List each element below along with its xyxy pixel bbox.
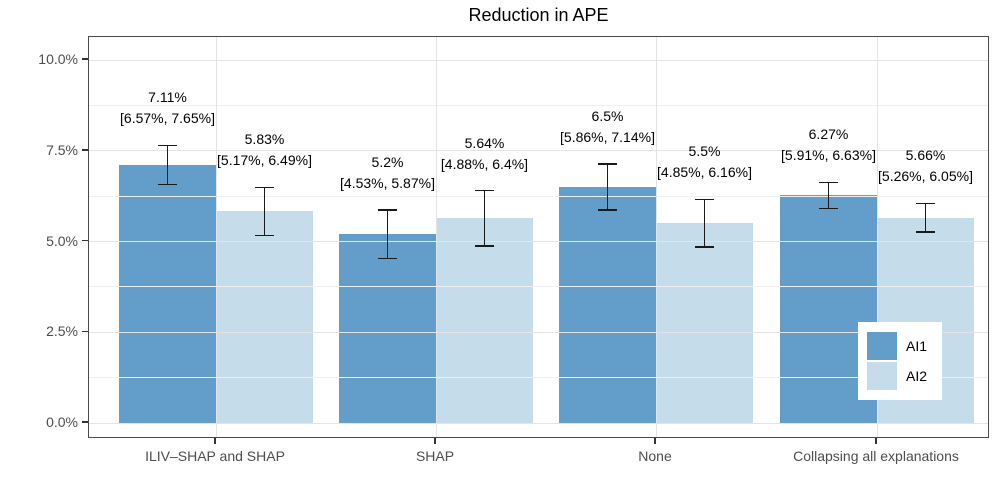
error-bar-cap: [916, 202, 935, 205]
ci-label: [4.88%, 6.4%]: [440, 155, 529, 172]
ci-label: [5.91%, 6.63%]: [781, 147, 876, 164]
bar-label-group: 5.2% [4.53%, 5.87%]: [303, 152, 473, 194]
legend-label: AI1: [906, 338, 928, 354]
error-bar-cap: [378, 257, 397, 260]
y-axis-tick-label: 2.5%: [46, 323, 78, 340]
error-bar-line: [703, 199, 706, 247]
gridline-v-major: [876, 37, 878, 437]
gridline-h-major: [89, 241, 988, 242]
legend-swatch-ai2: [867, 362, 897, 390]
error-bar-cap: [158, 183, 177, 186]
y-axis-tick-mark: [82, 239, 88, 242]
ci-label: [4.85%, 6.16%]: [657, 164, 752, 181]
annotations-layer: 7.11% [6.57%, 7.65%] 5.2% [4.53%, 5.87%] 6.5…: [89, 37, 988, 437]
bar-ai1-0: [119, 164, 216, 423]
gridline-h-minor: [89, 377, 988, 379]
error-bar-line: [166, 145, 169, 185]
ci-label: [5.26%, 6.05%]: [878, 168, 973, 185]
error-bar-cap: [255, 234, 274, 237]
error-bar-line: [386, 209, 389, 259]
x-axis-tick-label: SHAP: [415, 448, 455, 464]
value-label: 5.64%: [464, 134, 505, 151]
y-axis-tick-label: 10.0%: [38, 51, 78, 67]
bar-label-group: 6.5% [5.86%, 7.14%]: [523, 106, 693, 148]
gridline-h-minor: [89, 104, 988, 106]
ci-label: [5.86%, 7.14%]: [560, 128, 655, 145]
x-axis-tick-label: ILIV–SHAP and SHAP: [145, 448, 285, 464]
gridline-h-major: [89, 59, 988, 61]
error-bar-line: [924, 203, 927, 233]
ci-label: [4.53%, 5.87%]: [340, 174, 435, 191]
bar-ai1-2: [559, 187, 656, 423]
y-axis-tick-label: 7.5%: [46, 141, 78, 158]
ci-label: [5.17%, 6.49%]: [217, 152, 312, 169]
y-axis-tick-label: 5.0%: [46, 232, 78, 249]
x-axis-tick-mark: [875, 438, 877, 444]
bar-ai2-0: [216, 211, 313, 423]
error-bar-cap: [255, 186, 274, 189]
legend-swatch-ai1: [867, 332, 897, 360]
x-axis-tick-mark: [434, 438, 436, 444]
plot-panel: 7.11% [6.57%, 7.65%] 5.2% [4.53%, 5.87%] 6.5…: [88, 36, 989, 438]
error-bar-line: [606, 163, 609, 211]
error-bar-line: [483, 190, 486, 246]
x-axis-tick-mark: [654, 438, 656, 444]
bar-label-group: 5.83% [5.17%, 6.49%]: [180, 129, 350, 171]
bar-label-group: 7.11% [6.57%, 7.65%]: [89, 87, 253, 129]
error-bar-cap: [819, 181, 838, 184]
y-axis-tick-mark: [82, 58, 88, 60]
x-axis-tick-label: None: [638, 448, 672, 464]
error-bar-cap: [475, 245, 494, 247]
y-axis-tick-label: 0.0%: [46, 414, 78, 430]
gridline-v-major: [655, 37, 657, 437]
error-bar-cap: [598, 209, 617, 212]
bar-ai1-1: [339, 234, 436, 423]
error-bar-cap: [695, 198, 714, 201]
value-label: 5.66%: [905, 147, 946, 164]
bar-label-group: 5.64% [4.88%, 6.4%]: [400, 133, 570, 175]
gridline-h-major: [89, 331, 988, 333]
error-bar-cap: [916, 231, 935, 233]
bar-label-group: 5.66% [5.26%, 6.05%]: [841, 145, 989, 187]
legend-label: AI2: [906, 368, 928, 384]
x-axis-tick-mark: [214, 438, 216, 444]
chart-title: Reduction in APE: [468, 5, 609, 25]
value-label: 6.27%: [808, 126, 849, 143]
error-bar-cap: [475, 189, 494, 192]
gridline-v-major: [435, 37, 437, 437]
gridlines-layer: [89, 37, 988, 437]
bar-ai2-2: [656, 223, 753, 423]
error-bar-cap: [598, 163, 617, 165]
legend: AI1 AI2: [858, 322, 942, 400]
bar-ai2-1: [436, 218, 533, 423]
gridline-h-major: [89, 422, 988, 424]
bar-label-group: 5.5% [4.85%, 6.16%]: [620, 141, 790, 183]
error-bar-cap: [695, 246, 714, 248]
y-axis-tick-mark: [82, 149, 88, 151]
error-bar-line: [263, 187, 266, 236]
gridline-h-minor: [89, 286, 988, 288]
error-bar-cap: [378, 209, 397, 211]
error-bar-cap: [819, 207, 838, 210]
y-axis-tick-mark: [82, 421, 88, 423]
error-bar-cap: [158, 144, 177, 147]
gridline-h-major: [89, 150, 988, 152]
value-label: 5.2%: [371, 153, 404, 170]
x-axis-tick-label: Collapsing all explanations: [793, 448, 959, 464]
ci-label: [6.57%, 7.65%]: [120, 110, 215, 127]
value-label: 5.5%: [688, 143, 721, 160]
gridline-h-minor: [89, 195, 988, 197]
value-label: 5.83%: [244, 131, 285, 148]
value-label: 6.5%: [591, 107, 624, 124]
error-bar-line: [827, 182, 830, 209]
gridline-v-major: [215, 37, 217, 437]
value-label: 7.11%: [148, 89, 187, 106]
y-axis-tick-mark: [82, 330, 88, 332]
bar-label-group: 6.27% [5.91%, 6.63%]: [744, 124, 914, 166]
